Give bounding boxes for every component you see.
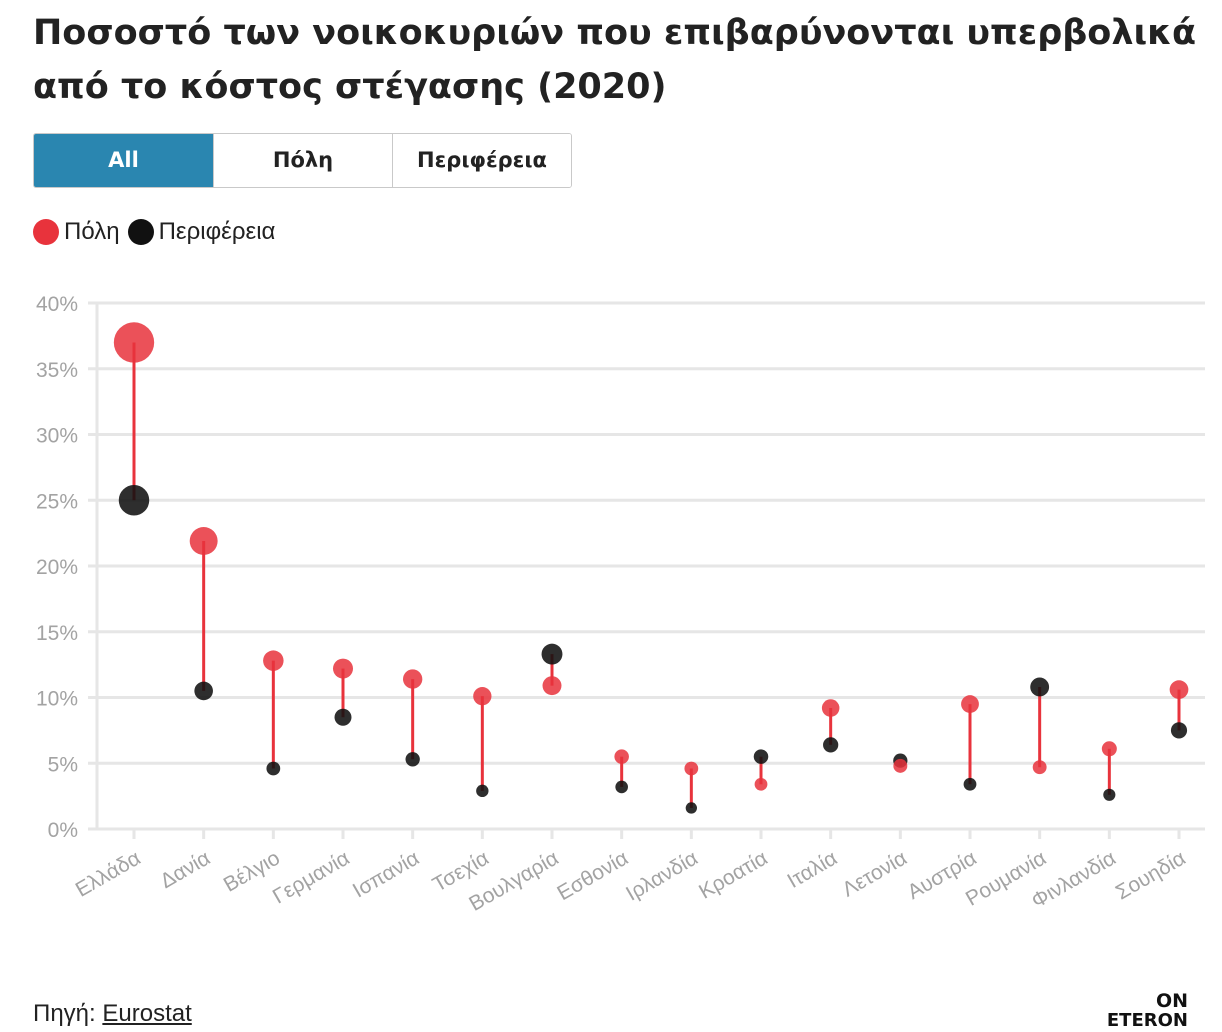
point-city [113,322,155,363]
point-city [332,658,354,679]
point-rural [334,708,352,726]
point-rural [541,643,563,665]
x-tick-label: Ελλάδα [72,846,145,901]
legend-item-region[interactable]: Περιφέρεια [127,218,276,246]
y-tick-label: 20% [36,556,78,579]
point-city [961,695,979,713]
x-tick-label: Κροατία [695,846,771,903]
y-tick-label: 30% [36,425,78,448]
x-tick-label: Ιταλία [784,846,842,893]
point-city [754,777,768,791]
dumbbell-chart: 0%5%10%15%20%25%30%35%40%Ελλάδα Δανία Βέλγ… [36,293,1205,916]
toggle-all-button[interactable]: All [34,134,213,187]
source-link[interactable]: Eurostat [102,1000,192,1027]
point-rural [1103,788,1116,801]
point-city [821,699,840,717]
point-rural [615,780,628,794]
y-tick-label: 0% [48,819,78,842]
filter-toggle: All Πόλη Περιφέρεια [33,133,572,188]
x-tick-label: Ισπανία [349,846,423,902]
point-city [473,687,492,706]
y-tick-label: 35% [36,359,78,382]
x-tick-label: Λετονία [838,846,910,901]
point-city [189,527,218,555]
toggle-city-button[interactable]: Πόλη [213,134,392,187]
y-tick-label: 40% [36,293,78,316]
source-note: Πηγή: Eurostat [33,1000,192,1028]
chart-title: Ποσοστό των νοικοκυριών που επιβαρύνοντα… [33,13,1197,107]
point-city [263,650,284,671]
legend-swatch-city [33,219,59,245]
y-tick-label: 5% [48,753,78,776]
point-rural [823,737,839,753]
point-city [614,749,629,764]
point-city [684,761,699,776]
logo-bottom-text: ETERON [1106,1010,1188,1031]
point-rural [685,802,697,814]
legend-item-city[interactable]: Πόλη [33,218,120,246]
publisher-logo: ON ETERON [1098,990,1188,1031]
y-tick-label: 10% [36,688,78,711]
point-rural [405,752,420,767]
point-rural [194,681,213,701]
legend-label-city: Πόλη [64,218,120,245]
source-prefix: Πηγή: [33,1000,96,1027]
x-tick-label: Ιρλανδία [622,846,702,905]
point-city [1032,760,1047,775]
point-city [542,676,562,696]
point-city [1101,741,1117,757]
x-tick-label: Δανία [156,846,214,893]
y-tick-label: 25% [36,490,78,513]
legend-label-region: Περιφέρεια [158,218,276,245]
legend-swatch-region [127,219,154,245]
point-city [893,758,908,773]
x-tick-label: Γερμανία [269,846,354,908]
point-rural [1170,722,1188,739]
point-rural [476,784,489,798]
point-rural [753,749,769,764]
x-tick-label: Εσθονία [553,846,632,905]
point-rural [963,777,977,791]
y-tick-label: 15% [36,622,78,645]
point-rural [1030,677,1050,697]
logo-top-text: ON [1155,990,1188,1012]
point-city [1169,680,1189,699]
x-tick-label: Σουηδία [1112,846,1190,904]
chart-legend: Πόλη Περιφέρεια [33,218,283,246]
point-rural [118,485,150,516]
toggle-region-button[interactable]: Περιφέρεια [392,134,571,187]
point-rural [266,761,281,776]
point-city [402,669,423,689]
